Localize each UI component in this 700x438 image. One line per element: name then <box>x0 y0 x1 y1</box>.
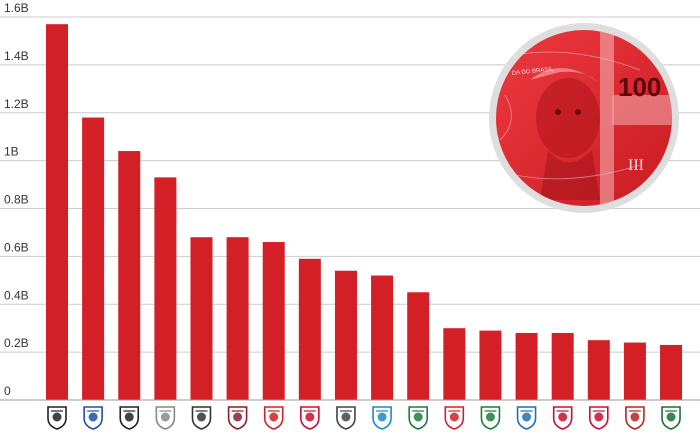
gridlines <box>0 16 700 353</box>
bar <box>515 332 538 400</box>
bar <box>298 258 321 400</box>
bar <box>587 340 610 400</box>
y-tick-label: 0.8B <box>4 193 29 207</box>
club-crest-icon <box>552 406 573 430</box>
club-crest-icon <box>336 406 356 430</box>
club-crest-icon <box>155 406 176 430</box>
bar <box>443 328 466 400</box>
club-crest-icon <box>408 406 428 430</box>
y-tick-label: 1B <box>4 145 19 159</box>
club-crest-icon <box>83 406 103 430</box>
club-crest-icon <box>300 406 320 430</box>
club-crest-icon <box>227 406 248 430</box>
y-tick-label: 0.2B <box>4 336 29 350</box>
bar <box>371 275 394 400</box>
bar <box>118 151 141 400</box>
banknote-numeral-text: III <box>628 157 644 174</box>
bar <box>660 344 683 400</box>
bar <box>623 342 646 400</box>
y-tick-label: 0 <box>4 384 11 398</box>
bar <box>407 292 430 400</box>
y-tick-label: 1.4B <box>4 49 29 63</box>
club-crest-icon <box>372 406 392 430</box>
bar <box>82 117 105 400</box>
team-crest-icons <box>47 406 681 430</box>
y-tick-label: 1.6B <box>4 1 29 15</box>
club-crest-icon <box>589 406 609 430</box>
y-tick-label: 0.6B <box>4 240 29 254</box>
bar <box>46 24 68 401</box>
bar <box>154 177 177 400</box>
y-tick-label: 0.4B <box>4 288 29 302</box>
bar <box>479 330 502 400</box>
banknote-small-text: DA DO BRASIL <box>512 67 555 77</box>
club-crest-icon <box>516 406 537 430</box>
club-crest-icon <box>625 406 645 430</box>
bar <box>551 332 574 400</box>
club-crest-icon <box>480 406 501 430</box>
club-crest-icon <box>191 406 212 430</box>
bar <box>226 237 249 400</box>
club-crest-icon <box>119 406 140 430</box>
banknote-image: DA DO BRASIL 100 III <box>489 23 679 213</box>
bar <box>190 237 213 400</box>
bars <box>46 24 683 401</box>
y-tick-label: 1.2B <box>4 97 29 111</box>
bar <box>262 242 285 400</box>
bar <box>334 270 357 400</box>
y-axis-tick-labels: 0 0.2B 0.4B 0.6B 0.8B 1B 1.2B 1.4B 1.6B <box>4 1 29 398</box>
banknote-value-text: 100 <box>618 72 661 102</box>
club-crest-icon <box>47 406 67 430</box>
club-crest-icon <box>444 406 465 430</box>
club-crest-icon <box>661 406 681 430</box>
club-crest-icon <box>263 406 284 430</box>
